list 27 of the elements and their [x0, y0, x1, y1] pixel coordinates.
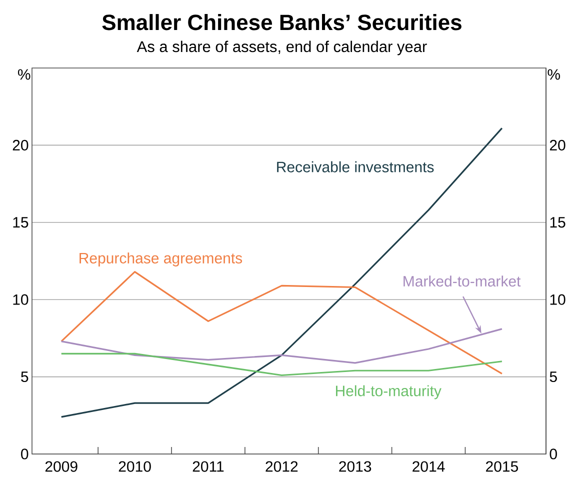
y2-tick-label: 15: [550, 217, 566, 228]
line-series: [60, 352, 503, 376]
y2-tick-label: 5: [550, 372, 557, 382]
x-tick-label: 2015: [486, 461, 518, 472]
x-tick-label: 2011: [192, 461, 224, 472]
series-label: Repurchase agreements: [80, 252, 242, 266]
x-tick-label: 2012: [266, 461, 298, 472]
x-tick-label: 2009: [45, 461, 78, 472]
line-series: [60, 328, 503, 364]
series-label: Receivable investments: [277, 161, 434, 172]
x-tick-label: 2013: [339, 461, 372, 472]
y-tick-label: 15: [13, 217, 28, 228]
y2-tick-label: 0: [550, 448, 557, 460]
y2-tick-label: 20: [550, 140, 566, 151]
y-tick-label: 0: [21, 448, 28, 460]
chart-subtitle: As a share of assets, end of calendar year: [136, 40, 427, 56]
x-tick-label: 2014: [412, 461, 445, 472]
chart-title: Smaller Chinese Banks’ Securities: [102, 14, 462, 30]
y2-axis-title: %: [548, 69, 560, 80]
x-tick-label: 2010: [118, 461, 151, 472]
y-axis-title: %: [18, 69, 30, 80]
y2-tick-label: 10: [550, 294, 566, 305]
series-label: Held-to-maturity: [336, 385, 442, 400]
y-tick-label: 10: [13, 294, 28, 305]
y-tick-label: 20: [12, 140, 28, 151]
y-tick-label: 5: [21, 372, 28, 382]
text: Marked-to-market: [404, 276, 521, 287]
